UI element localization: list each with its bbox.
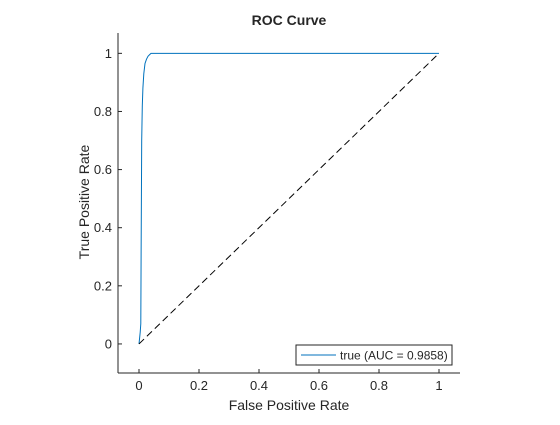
legend-box xyxy=(295,344,453,366)
y-tick-label: 0.8 xyxy=(94,104,112,119)
x-tick-label: 0.4 xyxy=(250,378,268,393)
y-tick-label: 0.2 xyxy=(94,278,112,293)
y-tick-label: 0.6 xyxy=(94,162,112,177)
legend-label: true (AUC = 0.9858) xyxy=(340,349,448,363)
plot-area: 0 0.2 0.4 0.6 0.8 1 0 0.2 0.4 0.6 0.8 1 xyxy=(94,33,460,393)
x-tick-label: 0.8 xyxy=(370,378,388,393)
y-tick-label: 0.4 xyxy=(94,220,112,235)
x-tick-label: 0.2 xyxy=(190,378,208,393)
chart-title: ROC Curve xyxy=(252,12,327,28)
legend: true (AUC = 0.9858) xyxy=(295,344,453,366)
chance-diagonal-line xyxy=(138,52,440,345)
y-axis-label: True Positive Rate xyxy=(76,144,92,259)
x-tick-label: 0 xyxy=(135,378,142,393)
x-tick-label: 0.6 xyxy=(310,378,328,393)
x-tick-label: 1 xyxy=(435,378,442,393)
roc-curve-line xyxy=(138,52,439,344)
x-axis-label: False Positive Rate xyxy=(229,397,350,413)
y-tick-label: 0 xyxy=(105,336,112,351)
y-tick-label: 1 xyxy=(105,46,112,61)
